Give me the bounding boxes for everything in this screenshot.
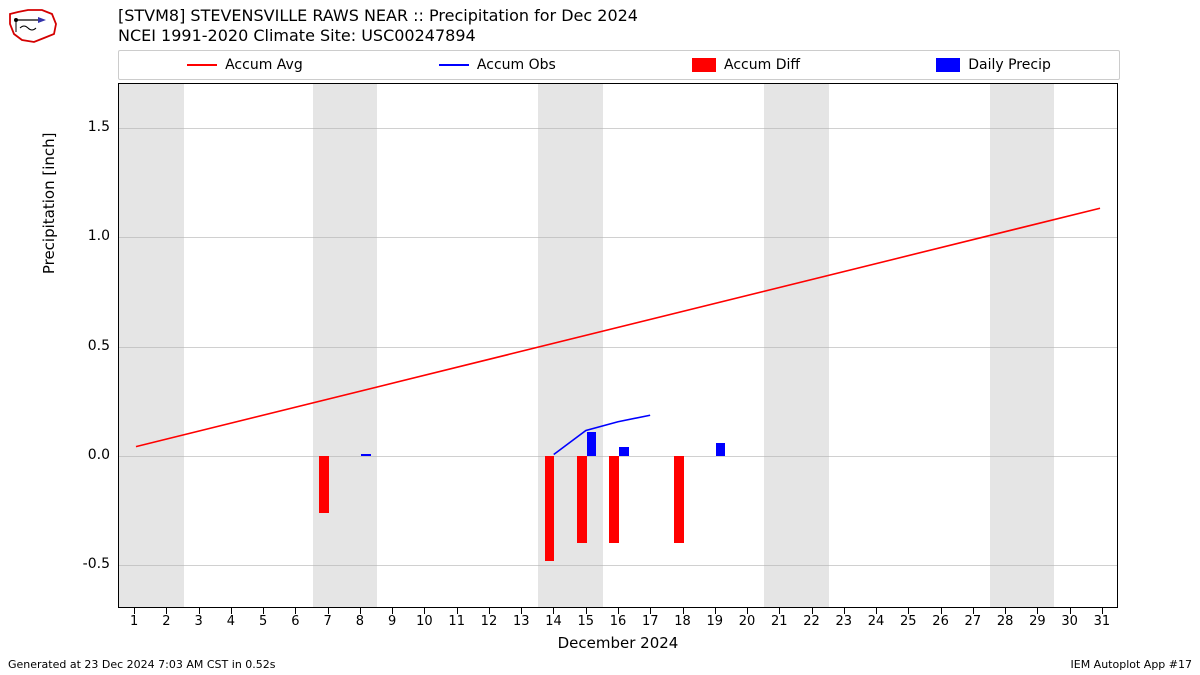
x-tick-label: 19 [706,614,723,629]
x-tick-label: 5 [259,614,267,629]
x-tick-label: 25 [900,614,917,629]
legend-label: Daily Precip [968,57,1051,73]
x-tick-label: 9 [388,614,396,629]
x-tick-label: 4 [227,614,235,629]
legend-item: Accum Avg [187,57,303,73]
chart-line [136,208,1100,446]
x-tick-label: 30 [1061,614,1078,629]
weekend-band [990,84,1055,607]
x-tick-label: 26 [932,614,949,629]
bar [319,456,329,513]
x-tick-label: 11 [448,614,465,629]
iem-logo [8,6,58,46]
legend-swatch-line [439,64,469,66]
x-tick-label: 6 [291,614,299,629]
plot-area [118,83,1118,608]
grid-line [119,237,1117,238]
weekend-band [119,84,184,607]
y-tick-label: 1.0 [70,228,110,244]
x-tick-label: 14 [545,614,562,629]
bar [716,443,726,456]
legend-label: Accum Avg [225,57,303,73]
y-tick-label: 1.5 [70,119,110,135]
legend-item: Daily Precip [936,57,1051,73]
x-tick-label: 7 [324,614,332,629]
x-tick-label: 27 [965,614,982,629]
x-tick-label: 3 [195,614,203,629]
weekend-band [313,84,378,607]
legend: Accum Avg Accum Obs Accum Diff Daily Precip [118,50,1120,80]
legend-label: Accum Diff [724,57,800,73]
x-tick-label: 31 [1094,614,1111,629]
x-tick-label: 24 [868,614,885,629]
bar [609,456,619,544]
y-tick-label: 0.5 [70,338,110,354]
bar [361,454,371,456]
bar [577,456,587,544]
bar [545,456,555,561]
x-tick-label: 28 [997,614,1014,629]
y-axis-label: Precipitation [inch] [40,132,58,274]
x-tick-label: 13 [513,614,530,629]
weekend-band [764,84,829,607]
grid-line [119,128,1117,129]
x-tick-label: 17 [642,614,659,629]
legend-swatch-line [187,64,217,66]
x-tick-label: 16 [610,614,627,629]
legend-item: Accum Obs [439,57,556,73]
legend-swatch-patch [936,58,960,72]
legend-item: Accum Diff [692,57,800,73]
x-tick-label: 12 [481,614,498,629]
y-tick-label: 0.0 [70,447,110,463]
x-tick-label: 10 [416,614,433,629]
legend-swatch-patch [692,58,716,72]
bar [587,432,597,456]
x-tick-label: 2 [162,614,170,629]
chart-title: [STVM8] STEVENSVILLE RAWS NEAR :: Precip… [118,6,638,46]
legend-label: Accum Obs [477,57,556,73]
x-tick-label: 22 [803,614,820,629]
x-tick-label: 23 [836,614,853,629]
title-line-1: [STVM8] STEVENSVILLE RAWS NEAR :: Precip… [118,6,638,26]
x-tick-label: 15 [577,614,594,629]
bar [674,456,684,544]
title-line-2: NCEI 1991-2020 Climate Site: USC00247894 [118,26,638,46]
x-axis-label: December 2024 [118,634,1118,652]
grid-line [119,347,1117,348]
x-tick-label: 29 [1029,614,1046,629]
x-tick-label: 21 [771,614,788,629]
grid-line [119,565,1117,566]
x-tick-label: 1 [130,614,138,629]
bar [619,447,629,456]
y-tick-label: -0.5 [70,556,110,572]
footer-app: IEM Autoplot App #17 [1071,658,1193,671]
footer-generated: Generated at 23 Dec 2024 7:03 AM CST in … [8,658,276,671]
x-tick-label: 20 [739,614,756,629]
x-tick-label: 8 [356,614,364,629]
x-tick-label: 18 [674,614,691,629]
